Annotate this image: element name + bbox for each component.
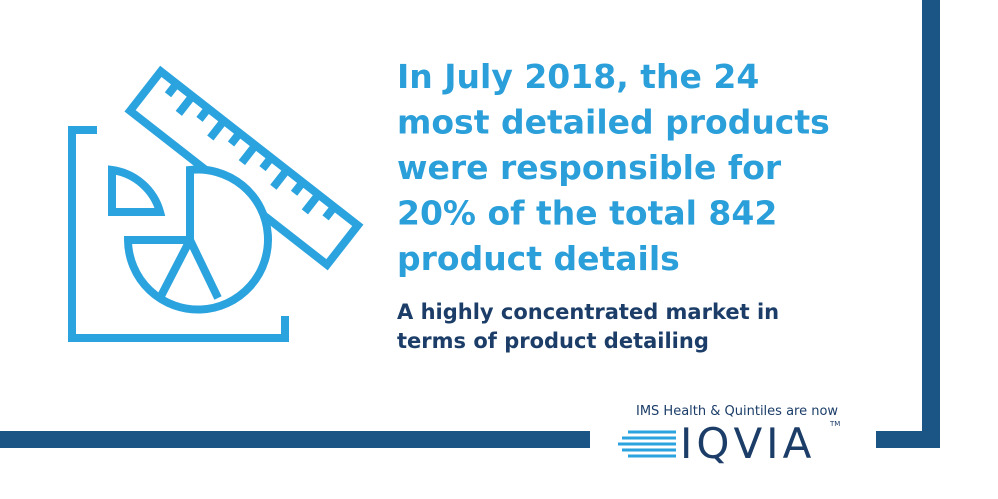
logo-name: IQVIA [680, 419, 815, 468]
logo-tagline: IMS Health & Quintiles are now [636, 404, 838, 419]
frame-bottom [0, 431, 590, 448]
logo-trademark: TM [829, 420, 840, 428]
frame-right [922, 0, 940, 448]
logo-lines [618, 430, 676, 458]
headline-line: product details [397, 239, 680, 278]
headline-line: most detailed products [397, 103, 830, 142]
headline-line: 20% of the total 842 [397, 194, 777, 233]
subtitle-line: terms of product detailing [397, 329, 709, 353]
headline-line: In July 2018, the 24 [397, 57, 759, 96]
frame-bottom-right [876, 431, 940, 448]
subtitle-line: A highly concentrated market in [397, 300, 779, 324]
headline-line: were responsible for [397, 148, 782, 187]
icon [68, 65, 364, 342]
